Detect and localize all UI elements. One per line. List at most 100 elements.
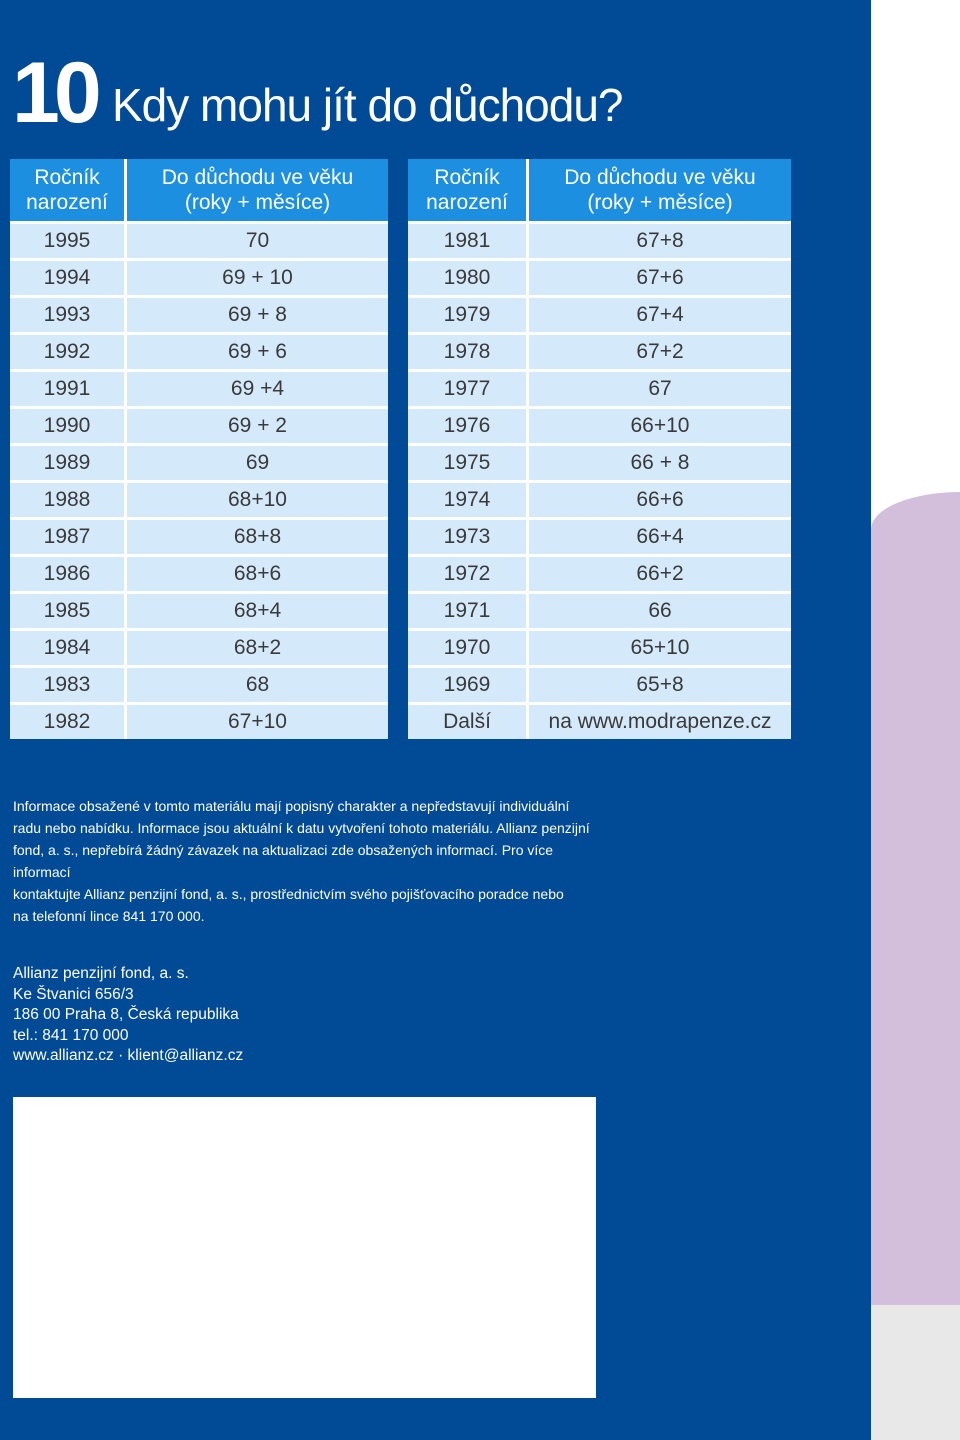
- disclaimer-text: Informace obsažené v tomto materiálu maj…: [13, 795, 603, 927]
- table-row: 1969 65+8: [408, 665, 791, 702]
- company-name: Allianz penzijní fond, a. s.: [13, 965, 189, 982]
- table-row: 1986 68+6: [10, 554, 388, 591]
- retirement-table-right: Ročník narození Do důchodu ve věku (roky…: [408, 159, 791, 739]
- birth-year-cell: 1973: [408, 517, 529, 554]
- birth-year-cell: 1980: [408, 258, 529, 295]
- table-row: 1990 69 + 2: [10, 406, 388, 443]
- web-email: www.allianz.cz · klient@allianz.cz: [13, 1047, 244, 1064]
- retirement-age-cell: 69 +4: [127, 369, 388, 406]
- birth-year-cell: 1981: [408, 221, 529, 258]
- table-row: 1987 68+8: [10, 517, 388, 554]
- birth-year-cell: 1984: [10, 628, 127, 665]
- birth-year-cell: 1983: [10, 665, 127, 702]
- retirement-age-cell: 66+2: [529, 554, 791, 591]
- retirement-age-cell: 67+6: [529, 258, 791, 295]
- table-row: 1975 66 + 8: [408, 443, 791, 480]
- retirement-age-cell: 69 + 6: [127, 332, 388, 369]
- disclaimer-line: Informace obsažené v tomto materiálu maj…: [13, 798, 570, 814]
- birth-year-cell: 1987: [10, 517, 127, 554]
- header-birth-year: Ročník narození: [408, 159, 529, 221]
- city: 186 00 Praha 8, Česká republika: [13, 1006, 239, 1023]
- table-row: 1995 70: [10, 221, 388, 258]
- table-header-row: Ročník narození Do důchodu ve věku (roky…: [408, 159, 791, 221]
- retirement-age-cell: 68+10: [127, 480, 388, 517]
- table-row: 1984 68+2: [10, 628, 388, 665]
- retirement-age-cell: 68: [127, 665, 388, 702]
- retirement-age-cell: 68+4: [127, 591, 388, 628]
- table-row: 1971 66: [408, 591, 791, 628]
- header-birth-year: Ročník narození: [10, 159, 127, 221]
- birth-year-cell: 1985: [10, 591, 127, 628]
- retirement-age-cell: 69: [127, 443, 388, 480]
- birth-year-cell: 1975: [408, 443, 529, 480]
- retirement-age-cell: 65+8: [529, 665, 791, 702]
- birth-year-cell: 1974: [408, 480, 529, 517]
- table-row: 1981 67+8: [408, 221, 791, 258]
- retirement-age-cell: 69 + 2: [127, 406, 388, 443]
- table-row: 1982 67+10: [10, 702, 388, 739]
- retirement-age-cell: 66: [529, 591, 791, 628]
- birth-year-cell: 1993: [10, 295, 127, 332]
- table-row: 1973 66+4: [408, 517, 791, 554]
- table-row: 1980 67+6: [408, 258, 791, 295]
- birth-year-cell: 1972: [408, 554, 529, 591]
- table-row: 1989 69: [10, 443, 388, 480]
- birth-year-cell: 1991: [10, 369, 127, 406]
- birth-year-cell: 1982: [10, 702, 127, 739]
- retirement-table-left: Ročník narození Do důchodu ve věku (roky…: [10, 159, 388, 739]
- table-row: 1992 69 + 6: [10, 332, 388, 369]
- disclaimer-line: na telefonní lince 841 170 000.: [13, 908, 205, 924]
- table-row: 1970 65+10: [408, 628, 791, 665]
- birth-year-cell: 1978: [408, 332, 529, 369]
- birth-year-cell: 1970: [408, 628, 529, 665]
- phone: tel.: 841 170 000: [13, 1026, 129, 1044]
- retirement-age-cell: 69 + 8: [127, 295, 388, 332]
- table-row: 1972 66+2: [408, 554, 791, 591]
- table-row: 1979 67+4: [408, 295, 791, 332]
- table-header-row: Ročník narození Do důchodu ve věku (roky…: [10, 159, 388, 221]
- company-address: Allianz penzijní fond, a. s. Ke Štvanici…: [13, 964, 243, 1067]
- document-code: NPB/10/2012/186: [847, 1247, 864, 1370]
- table-row: 1977 67: [408, 369, 791, 406]
- header-retirement-age: Do důchodu ve věku (roky + měsíce): [529, 159, 791, 221]
- birth-year-cell: 1977: [408, 369, 529, 406]
- retirement-age-cell: 68+2: [127, 628, 388, 665]
- birth-year-cell: 1995: [10, 221, 127, 258]
- birth-year-cell: 1986: [10, 554, 127, 591]
- page-number: 10: [12, 45, 102, 141]
- retirement-age-cell: 66+6: [529, 480, 791, 517]
- page-title: Kdy mohu jít do důchodu?: [112, 79, 623, 131]
- retirement-age-cell: 66+4: [529, 517, 791, 554]
- retirement-age-cell: 68+6: [127, 554, 388, 591]
- retirement-age-cell: 67+4: [529, 295, 791, 332]
- table-row: 1983 68: [10, 665, 388, 702]
- birth-year-cell: 1971: [408, 591, 529, 628]
- retirement-age-cell: 68+8: [127, 517, 388, 554]
- retirement-age-cell: 66 + 8: [529, 443, 791, 480]
- disclaimer-line: kontaktujte Allianz penzijní fond, a. s.…: [13, 886, 564, 902]
- disclaimer-line: radu nebo nabídku. Informace jsou aktuál…: [13, 820, 590, 836]
- blank-label-box: [13, 1097, 596, 1398]
- table-row: 1978 67+2: [408, 332, 791, 369]
- retirement-age-cell: 66+10: [529, 406, 791, 443]
- disclaimer-line: fond, a. s., nepřebírá žádný závazek na …: [13, 842, 554, 880]
- birth-year-cell: 1994: [10, 258, 127, 295]
- retirement-age-cell: 67+2: [529, 332, 791, 369]
- birth-year-cell: 1989: [10, 443, 127, 480]
- table-row: 1976 66+10: [408, 406, 791, 443]
- retirement-age-cell: 69 + 10: [127, 258, 388, 295]
- table-row: 1988 68+10: [10, 480, 388, 517]
- retirement-age-cell: na www.modrapenze.cz: [529, 702, 791, 739]
- birth-year-cell: 1992: [10, 332, 127, 369]
- table-body: 1995 70 1994 69 + 10 1993 69 + 8 1992 69 + 6 199…: [10, 221, 388, 739]
- birth-year-cell: 1969: [408, 665, 529, 702]
- table-body: 1981 67+8 1980 67+6 1979 67+4 1978 67+2 1977 67 19…: [408, 221, 791, 739]
- table-row: 1994 69 + 10: [10, 258, 388, 295]
- table-row: 1993 69 + 8: [10, 295, 388, 332]
- header-retirement-age: Do důchodu ve věku (roky + měsíce): [127, 159, 388, 221]
- decorative-grey-block: [871, 1305, 960, 1440]
- retirement-age-cell: 67+10: [127, 702, 388, 739]
- table-row: 1985 68+4: [10, 591, 388, 628]
- retirement-age-cell: 67+8: [529, 221, 791, 258]
- retirement-age-cell: 65+10: [529, 628, 791, 665]
